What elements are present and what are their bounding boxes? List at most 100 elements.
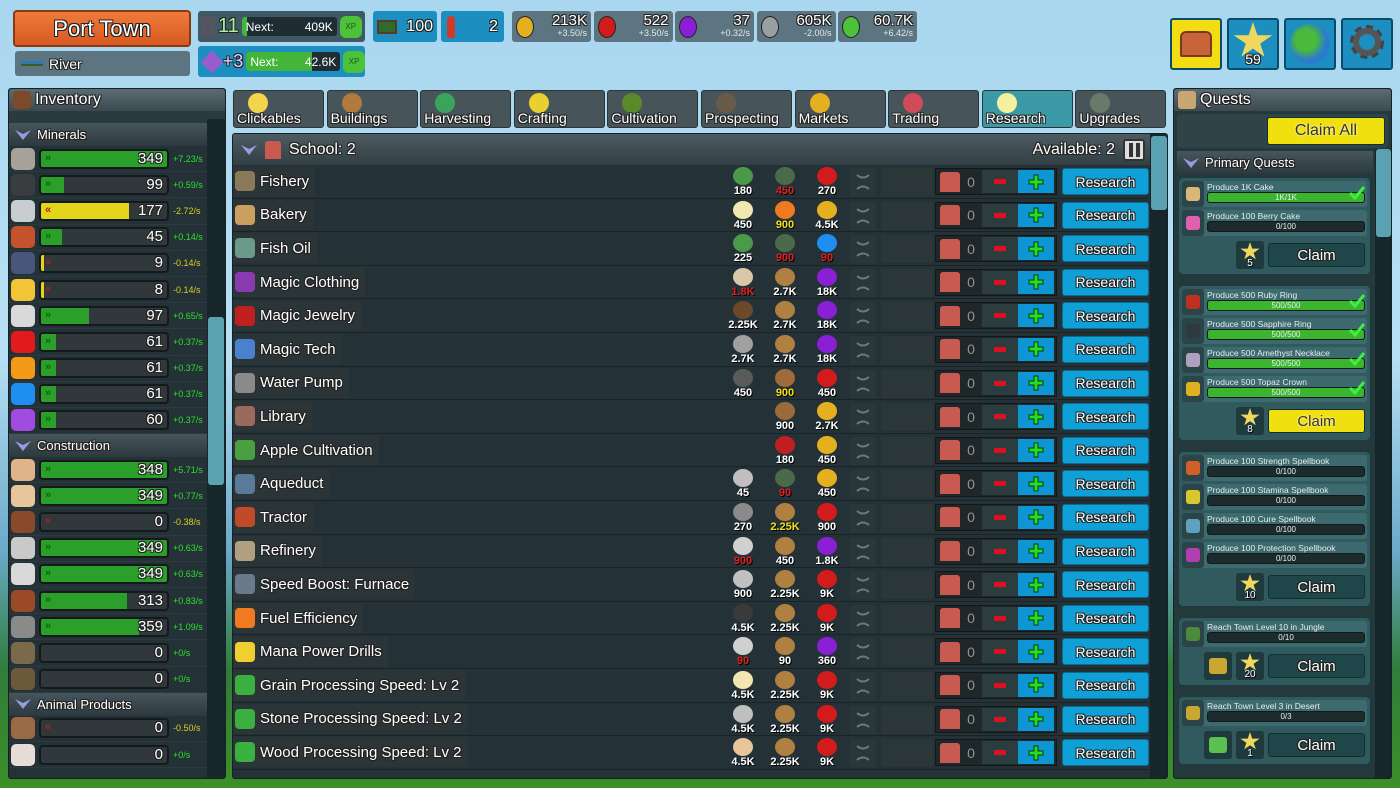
increase-button[interactable]: [1018, 405, 1054, 429]
tab-cultivation[interactable]: Cultivation: [607, 90, 699, 128]
decrease-button[interactable]: [982, 371, 1018, 395]
research-button[interactable]: Research: [1062, 268, 1149, 296]
increase-button[interactable]: [1018, 304, 1054, 328]
expand-arrows-icon[interactable]: [850, 436, 876, 465]
research-button[interactable]: Research: [1062, 705, 1149, 733]
inventory-item[interactable]: « 177 -2.72/s: [9, 198, 207, 225]
inventory-item[interactable]: » 313 +0.83/s: [9, 588, 207, 615]
tab-research[interactable]: Research: [981, 90, 1073, 128]
tab-clickables[interactable]: Clickables: [233, 90, 324, 128]
decrease-button[interactable]: [982, 505, 1018, 529]
expand-arrows-icon[interactable]: [850, 537, 876, 566]
expand-arrows-icon[interactable]: [850, 302, 876, 331]
expand-arrows-icon[interactable]: [850, 235, 876, 264]
inventory-item[interactable]: 0 +0/s: [9, 640, 207, 667]
inventory-item[interactable]: » 99 +0.59/s: [9, 172, 207, 199]
increase-button[interactable]: [1018, 170, 1054, 193]
tab-markets[interactable]: Markets: [794, 90, 886, 128]
tab-harvesting[interactable]: Harvesting: [420, 90, 512, 128]
expand-arrows-icon[interactable]: [850, 403, 876, 432]
increase-button[interactable]: [1018, 673, 1054, 697]
expand-arrows-icon[interactable]: [850, 369, 876, 398]
world-map-button[interactable]: [1284, 18, 1336, 70]
decrease-button[interactable]: [982, 237, 1018, 261]
inventory-item[interactable]: 0 +0/s: [9, 667, 207, 693]
prestige-level[interactable]: +3 Next: 42.6K XP: [198, 46, 365, 77]
inventory-item[interactable]: » 45 +0.14/s: [9, 225, 207, 251]
claim-button[interactable]: Claim: [1268, 654, 1365, 678]
claim-button[interactable]: Claim: [1268, 243, 1365, 267]
primary-quests-header[interactable]: Primary Quests: [1177, 151, 1373, 174]
increase-button[interactable]: [1018, 640, 1054, 664]
research-button[interactable]: Research: [1062, 470, 1149, 498]
claim-button[interactable]: Claim: [1268, 409, 1365, 433]
expand-arrows-icon[interactable]: [850, 604, 876, 633]
inventory-item[interactable]: «0 -0.50/s: [9, 716, 207, 742]
expand-arrows-icon[interactable]: [850, 201, 876, 230]
tab-upgrades[interactable]: Upgrades: [1075, 90, 1167, 128]
research-button[interactable]: Research: [1062, 671, 1149, 699]
research-button[interactable]: Research: [1062, 235, 1149, 263]
expand-arrows-icon[interactable]: [850, 739, 876, 768]
inventory-item[interactable]: » 61 +0.37/s: [9, 329, 207, 356]
decrease-button[interactable]: [982, 707, 1018, 731]
research-button[interactable]: Research: [1062, 335, 1149, 363]
inventory-item[interactable]: » 348 +5.71/s: [9, 457, 207, 484]
decrease-button[interactable]: [982, 472, 1018, 496]
expand-arrows-icon[interactable]: [850, 705, 876, 734]
expand-arrows-icon[interactable]: [850, 503, 876, 532]
inventory-item[interactable]: » 349 +0.77/s: [9, 483, 207, 510]
claim-button[interactable]: Claim: [1268, 733, 1365, 757]
research-button[interactable]: Research: [1062, 537, 1149, 565]
school-header[interactable]: School: 2 Available: 2: [233, 134, 1167, 165]
quests-scrollbar[interactable]: [1375, 149, 1391, 778]
treasure-chest-button[interactable]: [1170, 18, 1222, 70]
increase-button[interactable]: [1018, 539, 1054, 563]
town-level[interactable]: 11 Next: 409K XP: [198, 11, 365, 42]
inventory-item[interactable]: » 349 +0.63/s: [9, 536, 207, 562]
decrease-button[interactable]: [982, 170, 1018, 193]
decrease-button[interactable]: [982, 573, 1018, 597]
expand-arrows-icon[interactable]: [850, 168, 876, 196]
tab-buildings[interactable]: Buildings: [326, 90, 418, 128]
research-scrollbar[interactable]: [1150, 134, 1167, 778]
claim-all-button[interactable]: Claim All: [1267, 117, 1385, 145]
expand-arrows-icon[interactable]: [850, 470, 876, 499]
research-button[interactable]: Research: [1062, 168, 1149, 195]
inventory-item[interactable]: » 349 +0.63/s: [9, 562, 207, 588]
research-button[interactable]: Research: [1062, 638, 1149, 666]
increase-button[interactable]: [1018, 337, 1054, 361]
research-button[interactable]: Research: [1062, 436, 1149, 464]
expand-arrows-icon[interactable]: [850, 638, 876, 667]
inventory-section-animal-products[interactable]: Animal Products: [9, 692, 207, 716]
expand-arrows-icon[interactable]: [850, 268, 876, 297]
inventory-item[interactable]: » 61 +0.37/s: [9, 382, 207, 408]
inventory-item[interactable]: 0 +0/s: [9, 742, 207, 769]
inventory-item[interactable]: » 97 +0.65/s: [9, 303, 207, 330]
decrease-button[interactable]: [982, 337, 1018, 361]
increase-button[interactable]: [1018, 606, 1054, 630]
inventory-section-construction[interactable]: Construction: [9, 434, 207, 458]
research-button[interactable]: Research: [1062, 403, 1149, 431]
tab-crafting[interactable]: Crafting: [513, 90, 605, 128]
star-button[interactable]: 59: [1227, 18, 1279, 70]
town-name-sign[interactable]: Port Town: [13, 10, 191, 47]
inventory-section-minerals[interactable]: Minerals: [9, 123, 207, 146]
expand-arrows-icon[interactable]: [850, 335, 876, 364]
increase-button[interactable]: [1018, 237, 1054, 261]
research-button[interactable]: Research: [1062, 571, 1149, 599]
inventory-item[interactable]: » 60 +0.37/s: [9, 408, 207, 435]
research-button[interactable]: Research: [1062, 604, 1149, 632]
increase-button[interactable]: [1018, 438, 1054, 462]
decrease-button[interactable]: [982, 304, 1018, 328]
research-button[interactable]: Research: [1062, 302, 1149, 330]
settings-gear-button[interactable]: [1341, 18, 1393, 70]
research-button[interactable]: Research: [1062, 503, 1149, 531]
decrease-button[interactable]: [982, 741, 1018, 765]
decrease-button[interactable]: [982, 438, 1018, 462]
increase-button[interactable]: [1018, 472, 1054, 496]
research-button[interactable]: Research: [1062, 369, 1149, 397]
claim-button[interactable]: Claim: [1268, 575, 1365, 599]
inventory-item[interactable]: «8 -0.14/s: [9, 277, 207, 304]
pause-button[interactable]: [1123, 138, 1145, 161]
